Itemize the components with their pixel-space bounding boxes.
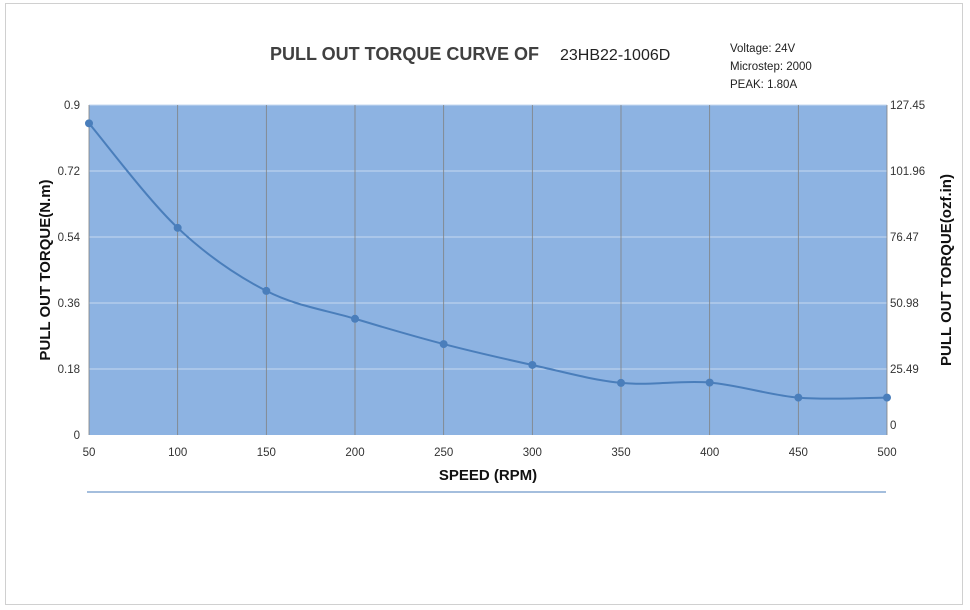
x-axis-label: SPEED (RPM) (439, 467, 537, 484)
data-point (617, 378, 625, 387)
spec-voltage: Voltage: 24V (730, 43, 796, 55)
y-tick-label: 0.36 (58, 298, 80, 310)
chart-title: PULL OUT TORQUE CURVE OF (270, 44, 539, 64)
y-right-tick-label: 76.47 (890, 232, 919, 244)
data-point (85, 119, 93, 128)
x-tick-label: 150 (257, 447, 276, 459)
plot-area (89, 105, 887, 435)
data-point (262, 286, 271, 295)
data-point (173, 223, 182, 232)
y-right-tick-label: 25.49 (890, 364, 919, 376)
y-right-tick-label: 127.45 (890, 100, 925, 112)
y-tick-label: 0.72 (58, 166, 80, 178)
x-tick-label: 400 (700, 447, 719, 459)
spec-peak: PEAK: 1.80A (730, 79, 797, 91)
x-tick-label: 50 (83, 447, 96, 459)
series-line (88, 122, 888, 400)
x-tick-label: 500 (877, 447, 896, 459)
data-points (85, 119, 891, 402)
grid (88, 104, 888, 435)
data-point (351, 314, 359, 323)
x-tick-label: 450 (789, 447, 808, 459)
y-right-tick-label: 50.98 (890, 298, 919, 310)
y-right-tick-label: 0 (890, 420, 896, 432)
data-point (794, 393, 803, 402)
y-axis-label-right: PULL OUT TORQUE(ozf.in) (938, 174, 955, 366)
y-tick-label: 0.18 (58, 364, 80, 376)
data-point (705, 378, 714, 387)
y-axis-label: PULL OUT TORQUE(N.m) (37, 179, 54, 360)
y-tick-label: 0.54 (58, 232, 81, 244)
x-tick-label: 350 (611, 447, 630, 459)
data-point (439, 340, 448, 349)
tick-labels: 0 0.18 0.36 0.54 0.72 0.9 0 25.49 50.98 76.47 101.… (58, 100, 926, 459)
x-tick-label: 200 (345, 447, 364, 459)
chart-frame (5, 3, 963, 605)
x-tick-label: 100 (168, 447, 187, 459)
spec-microstep: Microstep: 2000 (730, 61, 812, 73)
x-tick-label: 250 (434, 447, 453, 459)
y-right-tick-label: 101.96 (890, 166, 925, 178)
chart-title-model: 23HB22-1006D (560, 47, 670, 64)
y-tick-label: 0.9 (64, 100, 80, 112)
data-point (883, 393, 891, 402)
y-tick-label: 0 (74, 430, 80, 442)
data-point (528, 360, 537, 369)
x-tick-label: 300 (523, 447, 542, 459)
